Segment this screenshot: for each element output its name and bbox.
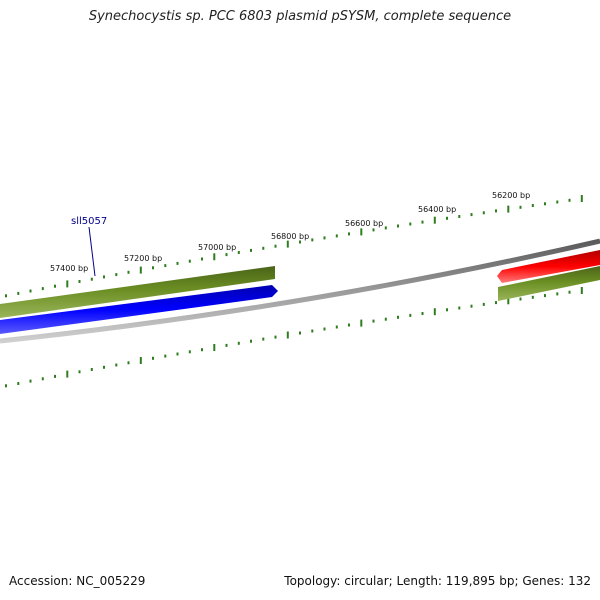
ruler-label: 56400 bp xyxy=(418,205,456,214)
gene-label-sll5057[interactable]: sll5057 xyxy=(71,216,107,227)
backbone-arc xyxy=(0,238,600,344)
map-title: Synechocystis sp. PCC 6803 plasmid pSYSM… xyxy=(88,9,512,24)
ruler-labels: 57400 bp 57200 bp 57000 bp 56800 bp 5660… xyxy=(50,191,530,273)
gene-label-leader xyxy=(88,226,96,277)
ruler-label: 56600 bp xyxy=(345,219,383,228)
gene-feature-olive-right[interactable] xyxy=(498,266,600,301)
ruler-label: 57400 bp xyxy=(50,264,88,273)
ruler-label: 56200 bp xyxy=(492,191,530,200)
gene-feature-sll5057[interactable] xyxy=(0,285,278,334)
ruler-label: 57000 bp xyxy=(198,243,236,252)
outer-ruler-ticks xyxy=(5,195,583,298)
accession-label: Accession: NC_005229 xyxy=(9,574,146,588)
gene-feature-olive-left[interactable] xyxy=(0,266,275,318)
ruler-label: 56800 bp xyxy=(271,232,309,241)
ruler-label: 57200 bp xyxy=(124,254,162,263)
topology-summary: Topology: circular; Length: 119,895 bp; … xyxy=(284,574,591,588)
gene-feature-red-right[interactable] xyxy=(497,250,600,283)
